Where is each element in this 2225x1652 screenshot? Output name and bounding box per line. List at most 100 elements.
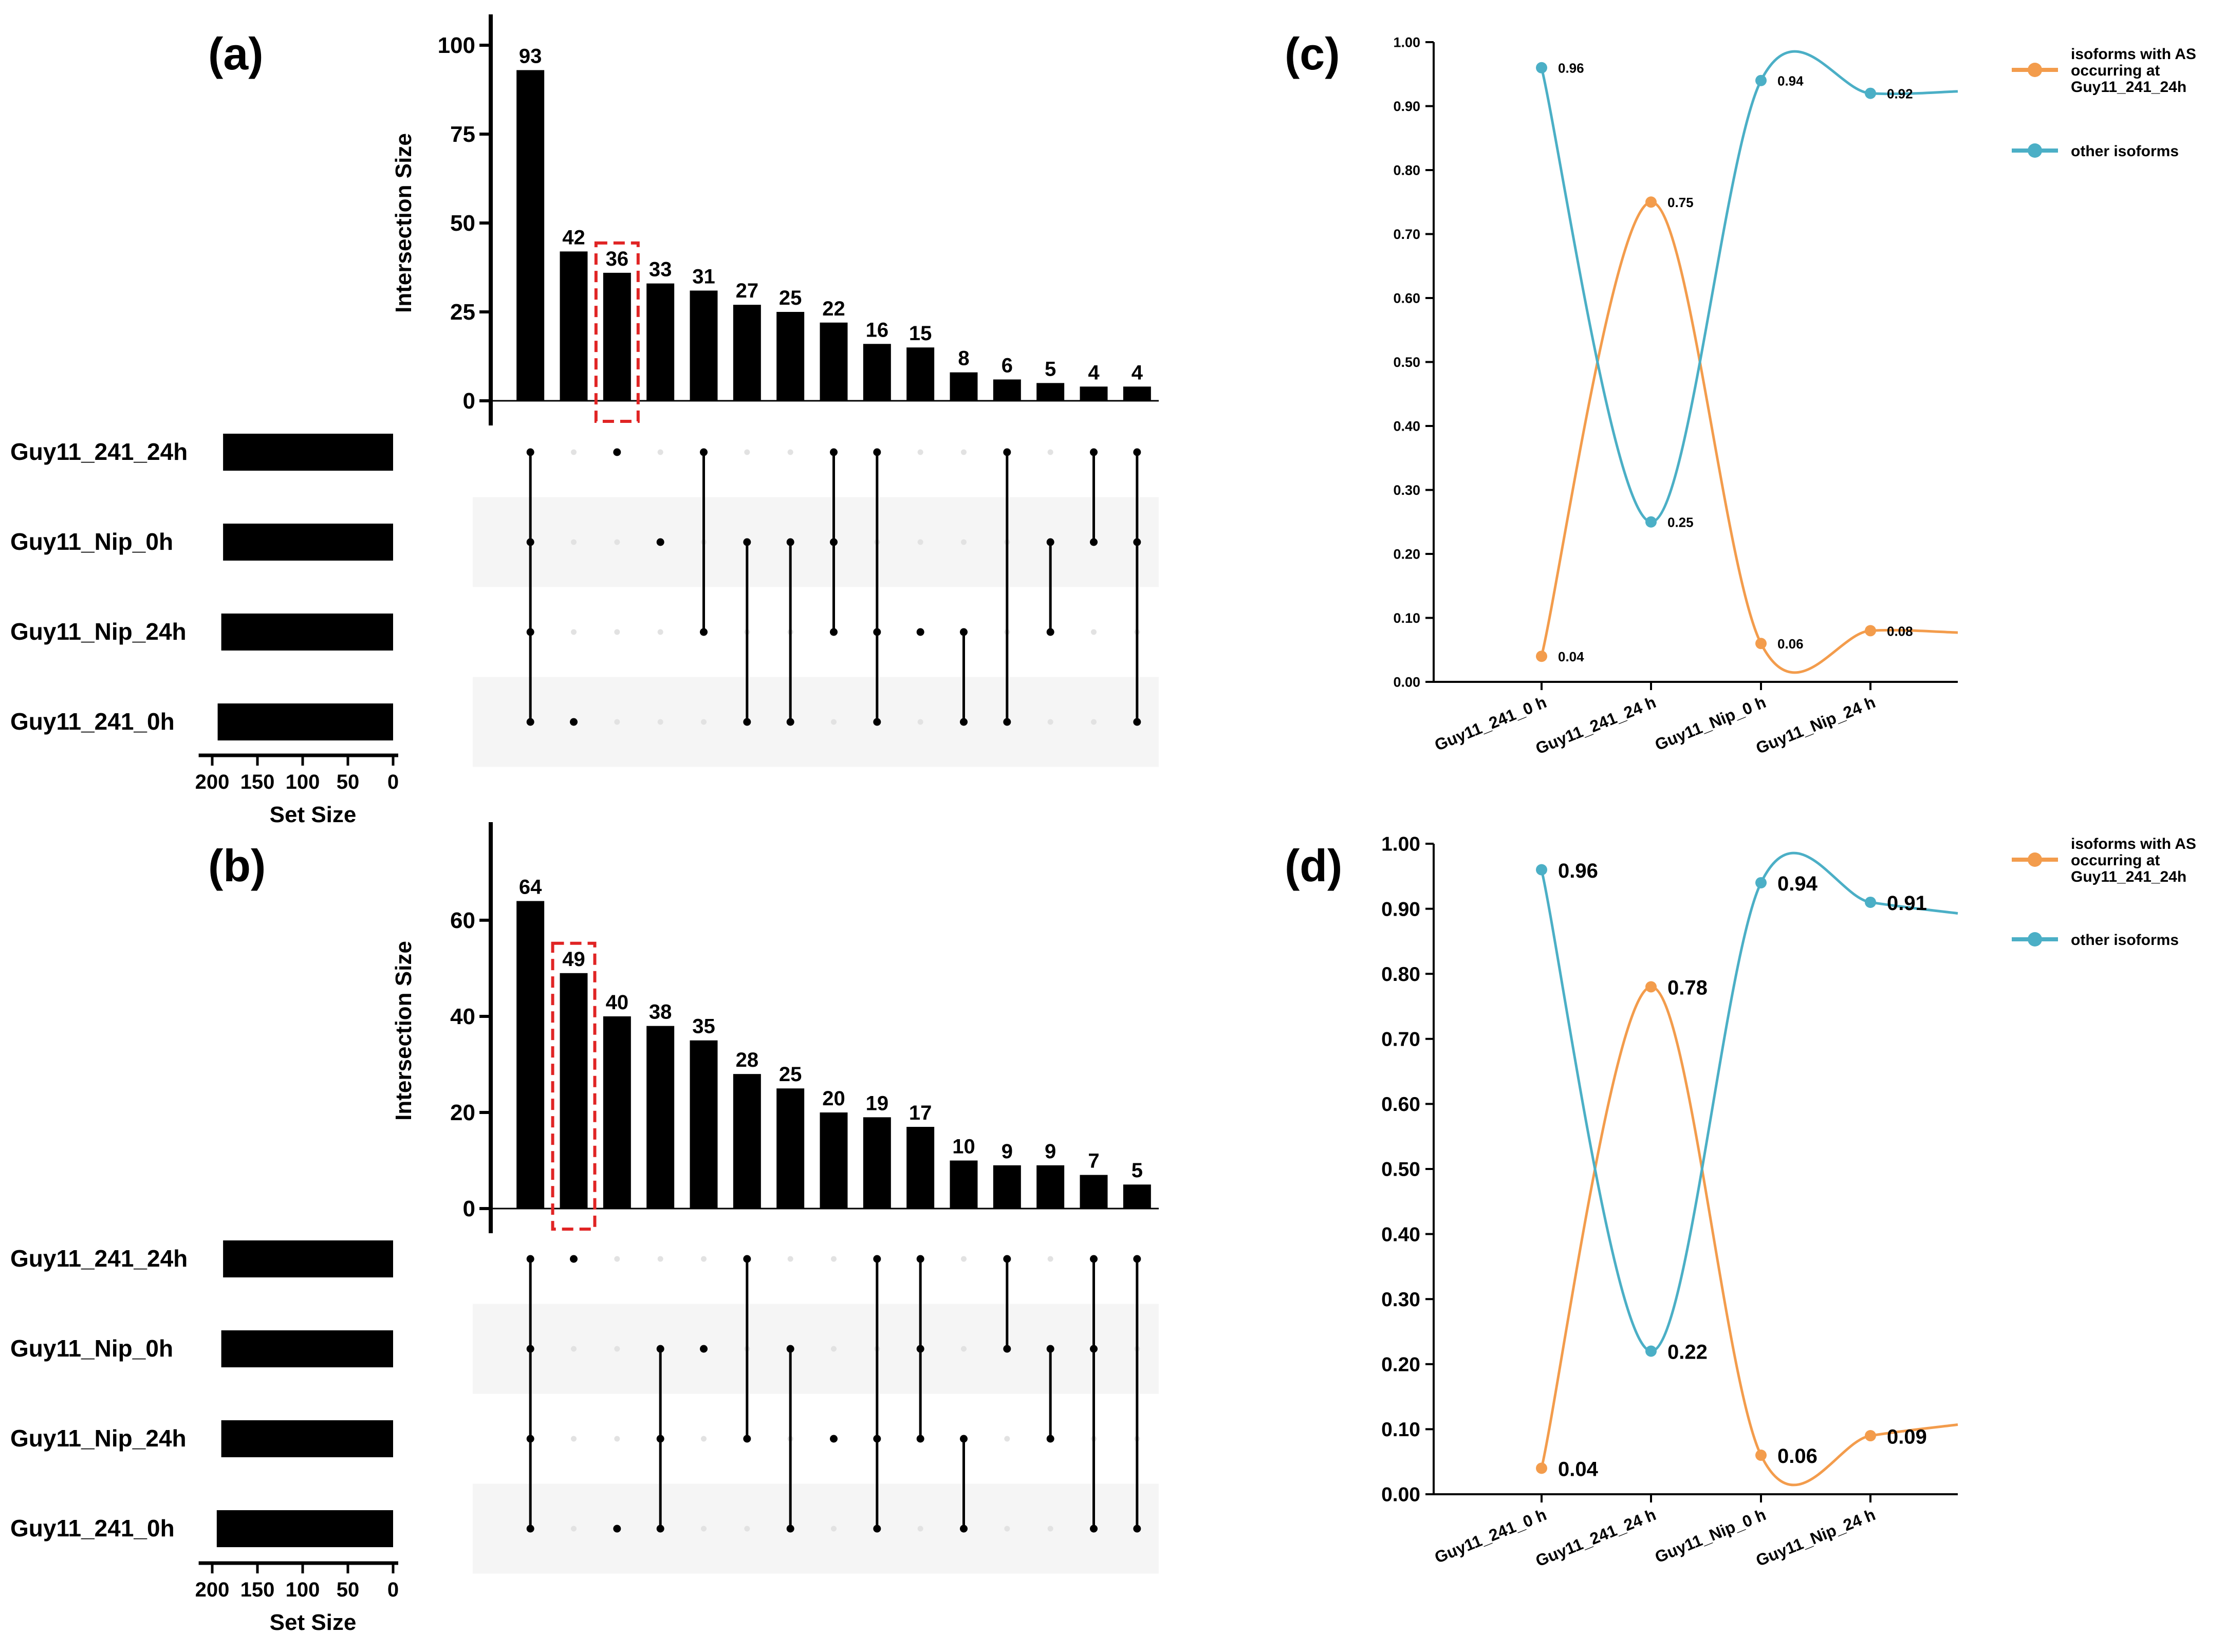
set-size-tick-label: 100	[286, 1579, 320, 1601]
bar	[950, 372, 978, 401]
bar-value-label: 16	[866, 319, 889, 341]
data-point	[1865, 1430, 1876, 1442]
legend-label: Guy11_241_24h	[2071, 868, 2186, 885]
highlight-dashed-box	[594, 241, 640, 423]
bar-value-label: 15	[909, 322, 932, 345]
matrix-dot-filled	[960, 718, 968, 726]
y-tick-label: 0.00	[1393, 674, 1420, 690]
y-tick-label: 0.70	[1381, 1028, 1420, 1050]
set-name-label: Guy11_241_24h	[10, 1245, 188, 1272]
set-name-label: Guy11_241_0h	[10, 1515, 175, 1542]
data-value-label: 0.78	[1667, 977, 1708, 999]
matrix-dot-empty	[961, 1346, 967, 1352]
set-size-tick-label: 150	[240, 1579, 275, 1601]
data-value-label: 0.09	[1887, 1425, 1927, 1448]
data-value-label: 0.06	[1777, 636, 1804, 652]
panel-label-d: (d)	[1285, 840, 1342, 891]
set-name-label: Guy11_Nip_24h	[10, 618, 187, 645]
matrix-dot-filled	[1046, 538, 1054, 546]
matrix-dot-filled	[743, 1255, 751, 1263]
data-value-label: 0.92	[1887, 86, 1913, 101]
matrix-dot-empty	[917, 1526, 923, 1532]
series-line	[1540, 200, 1958, 674]
y-tick-label: 0	[463, 1196, 475, 1221]
bar	[603, 1016, 631, 1209]
y-tick-label: 60	[450, 908, 475, 933]
set-size-bar	[223, 524, 393, 561]
matrix-dot-filled	[1090, 1255, 1098, 1263]
matrix-dot-filled	[613, 1525, 621, 1533]
matrix-row-stripe	[473, 677, 1159, 767]
matrix-dot-empty	[1091, 629, 1097, 635]
bar-value-label: 4	[1132, 361, 1143, 384]
matrix-dot-empty	[961, 539, 967, 545]
matrix-dot-empty	[657, 1256, 663, 1262]
bar	[820, 1112, 848, 1209]
set-name-label: Guy11_Nip_24h	[10, 1425, 187, 1452]
matrix-dot-filled	[830, 628, 838, 636]
matrix-dot-filled	[830, 538, 838, 546]
matrix-dot-empty	[917, 449, 923, 455]
bar	[1036, 383, 1065, 401]
data-point	[1536, 864, 1547, 876]
set-size-tick-label: 150	[240, 771, 275, 793]
set-size-tick-label: 100	[286, 771, 320, 793]
data-value-label: 0.96	[1558, 61, 1584, 76]
bar	[863, 1117, 891, 1209]
matrix-dot-empty	[744, 1526, 750, 1532]
bar	[863, 344, 891, 401]
bar	[950, 1160, 978, 1209]
matrix-dot-filled	[1003, 1345, 1011, 1353]
matrix-dot-empty	[1047, 719, 1053, 725]
bar	[820, 322, 848, 401]
matrix-dot-filled	[1133, 538, 1141, 546]
series-line	[1540, 851, 1958, 1352]
data-point	[1755, 638, 1767, 649]
set-size-bar	[223, 1240, 393, 1277]
matrix-dot-empty	[614, 1346, 620, 1352]
y-tick-label: 0.10	[1381, 1419, 1420, 1441]
x-tick-label: Guy11_Nip_0 h	[1652, 1505, 1768, 1566]
set-size-bar	[217, 703, 393, 740]
y-tick-label: 40	[450, 1004, 475, 1029]
x-tick-label: Guy11_241_0 h	[1432, 1505, 1549, 1567]
matrix-dot-filled	[570, 718, 578, 726]
set-size-tick-label: 200	[195, 771, 230, 793]
bar-value-label: 38	[649, 1001, 672, 1024]
matrix-dot-filled	[786, 1525, 794, 1533]
legend-label: occurring at	[2071, 852, 2160, 869]
bar	[690, 290, 718, 401]
bar-value-label: 28	[736, 1049, 759, 1071]
legend-label: isoforms with AS	[2071, 46, 2196, 63]
data-point	[1755, 1450, 1767, 1461]
data-point	[1645, 196, 1657, 208]
data-value-label: 0.75	[1667, 195, 1694, 210]
legend-label: other isoforms	[2071, 143, 2179, 160]
matrix-dot-empty	[701, 719, 707, 725]
matrix-dot-empty	[831, 1256, 837, 1262]
matrix-dot-empty	[701, 1256, 707, 1262]
bar	[690, 1040, 718, 1209]
x-tick-label: Guy11_241_24 h	[1533, 693, 1658, 758]
matrix-dot-empty	[961, 1256, 967, 1262]
bar	[1123, 1184, 1151, 1209]
bar	[993, 1165, 1021, 1209]
data-value-label: 0.96	[1558, 860, 1598, 882]
matrix-dot-empty	[1004, 1526, 1010, 1532]
matrix-dot-empty	[614, 719, 620, 725]
matrix-dot-filled	[656, 1435, 664, 1443]
data-point	[1645, 981, 1657, 993]
bar-value-label: 40	[606, 991, 629, 1014]
matrix-dot-empty	[831, 1526, 837, 1532]
matrix-dot-empty	[614, 1256, 620, 1262]
y-axis-title: Intersection Size	[391, 133, 416, 313]
matrix-dot-empty	[657, 719, 663, 725]
set-size-title: Set Size	[270, 1610, 357, 1635]
y-tick-label: 20	[450, 1100, 475, 1125]
matrix-dot-filled	[1003, 718, 1011, 726]
matrix-dot-filled	[570, 1255, 578, 1263]
y-tick-label: 75	[450, 122, 475, 147]
legend-marker	[2028, 143, 2042, 158]
set-size-tick-label: 50	[337, 1579, 360, 1601]
data-value-label: 0.91	[1887, 892, 1927, 915]
